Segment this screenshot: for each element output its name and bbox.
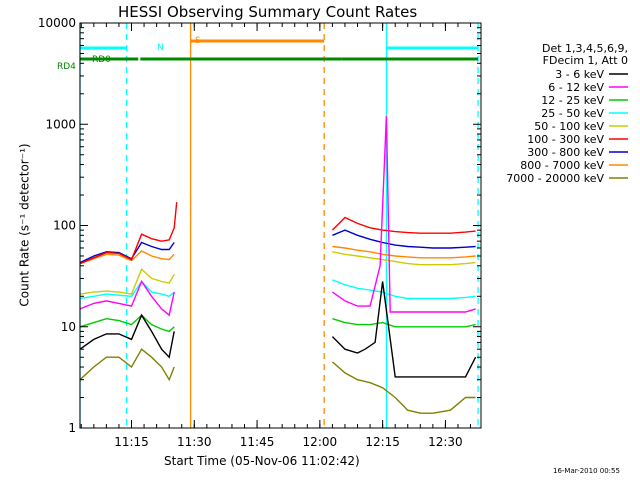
series-line	[79, 229, 476, 264]
legend-entry-label: 25 - 50 keV	[541, 107, 604, 120]
y-tick-label: 10	[61, 320, 76, 334]
series-line	[79, 279, 476, 300]
x-tick-label: 11:15	[114, 435, 149, 449]
series-line	[79, 251, 476, 295]
state-label-s: S	[195, 36, 201, 46]
legend-header: FDecim 1, Att 0	[543, 54, 628, 67]
x-tick-label: 12:15	[365, 435, 400, 449]
legend-header: Det 1,3,4,5,6,9,	[542, 42, 628, 55]
state-label-rd4: RD4	[57, 62, 76, 72]
state-label-rd0: RD0	[92, 55, 111, 65]
chart-title: HESSI Observing Summary Count Rates	[118, 3, 418, 21]
y-tick-label: 10000	[38, 16, 76, 30]
x-tick-label: 12:30	[428, 435, 463, 449]
x-tick-label: 11:30	[177, 435, 212, 449]
legend-entry-label: 6 - 12 keV	[548, 81, 604, 94]
series-line	[79, 245, 476, 265]
legend-entry-label: 12 - 25 keV	[541, 94, 604, 107]
plot-frame	[79, 22, 482, 429]
legend-entry-label: 50 - 100 keV	[534, 120, 604, 133]
x-tick-label: 12:00	[303, 435, 338, 449]
series-line	[79, 202, 476, 265]
series-layer	[79, 116, 477, 414]
legend-entry-label: 3 - 6 keV	[555, 68, 604, 81]
series-line	[79, 348, 476, 414]
legend-entry-label: 800 - 7000 keV	[520, 159, 604, 172]
series-line	[79, 116, 476, 317]
footer-timestamp: 16-Mar-2010 00:55	[553, 467, 620, 475]
state-markers: RD4 RD0 S N	[57, 23, 479, 428]
legend-entry-label: 300 - 800 keV	[527, 146, 604, 159]
x-tick-label: 11:45	[240, 435, 275, 449]
x-axis: 11:15 11:30 11:45 12:00 12:15 12:30	[80, 23, 472, 449]
y-axis: 1 10 100 1000 10000	[38, 16, 481, 435]
y-axis-label: Count Rate (s⁻¹ detector⁻¹)	[17, 143, 32, 307]
y-tick-label: 100	[53, 219, 76, 233]
y-tick-label: 1	[68, 421, 76, 435]
legend-entry-label: 7000 - 20000 keV	[506, 172, 604, 185]
series-line	[79, 314, 476, 333]
legend-entry-label: 100 - 300 keV	[527, 133, 604, 146]
state-label-n: N	[157, 43, 164, 53]
y-tick-label: 1000	[45, 117, 76, 131]
legend: Det 1,3,4,5,6,9,FDecim 1, Att 03 - 6 keV…	[506, 42, 628, 185]
x-axis-label: Start Time (05-Nov-06 11:02:42)	[164, 454, 360, 468]
series-line	[79, 281, 477, 378]
